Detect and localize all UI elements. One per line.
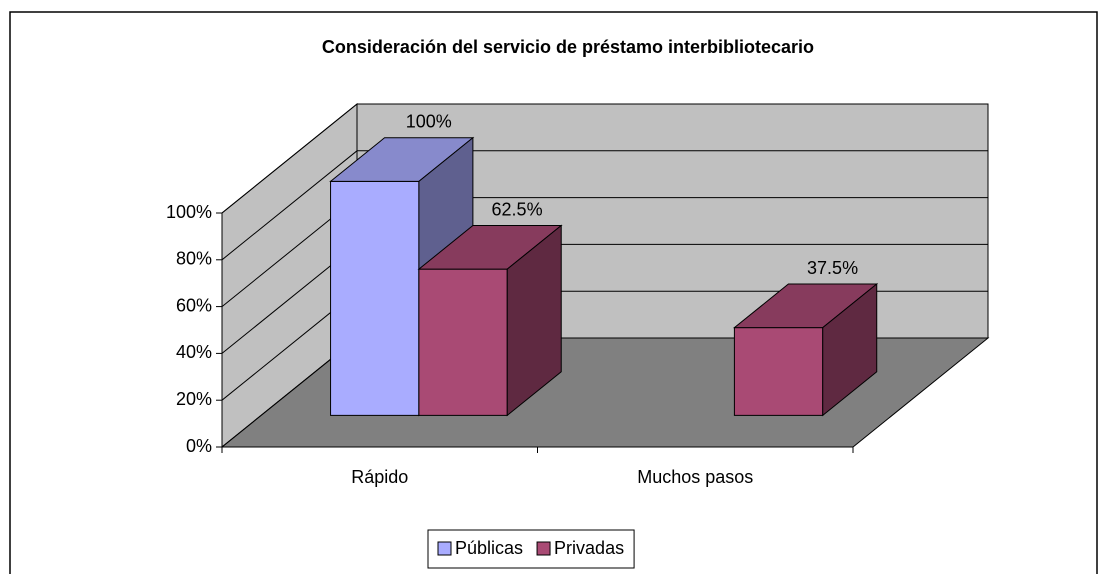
grid-line — [221, 103, 358, 214]
y-tick-label: 40% — [176, 342, 212, 362]
y-tick-label: 100% — [166, 202, 212, 222]
y-tick-label: 20% — [176, 389, 212, 409]
bar-front — [330, 180, 420, 416]
legend: Públicas Privadas — [427, 529, 635, 569]
bar — [732, 282, 879, 417]
bar-side — [822, 282, 878, 417]
legend-swatch — [536, 541, 551, 556]
y-tick-label: 0% — [186, 436, 212, 456]
bar-front — [418, 268, 508, 416]
data-label: 62.5% — [492, 199, 543, 219]
legend-swatch — [437, 541, 452, 556]
bar-front — [733, 327, 824, 416]
y-tick-label: 80% — [176, 249, 212, 269]
data-label: 37.5% — [807, 258, 858, 278]
x-tick-label: Rápido — [351, 467, 408, 487]
y-tick-label: 60% — [176, 295, 212, 315]
bar-side — [506, 224, 562, 417]
data-label: 100% — [406, 112, 452, 132]
x-tick-label: Muchos pasos — [637, 467, 753, 487]
bar — [417, 224, 563, 417]
chart-title: Consideración del servicio de préstamo i… — [322, 37, 814, 57]
grid-line — [221, 150, 358, 261]
legend-box — [427, 529, 635, 569]
legend-label: Públicas — [455, 538, 523, 558]
legend-label: Privadas — [554, 538, 624, 558]
